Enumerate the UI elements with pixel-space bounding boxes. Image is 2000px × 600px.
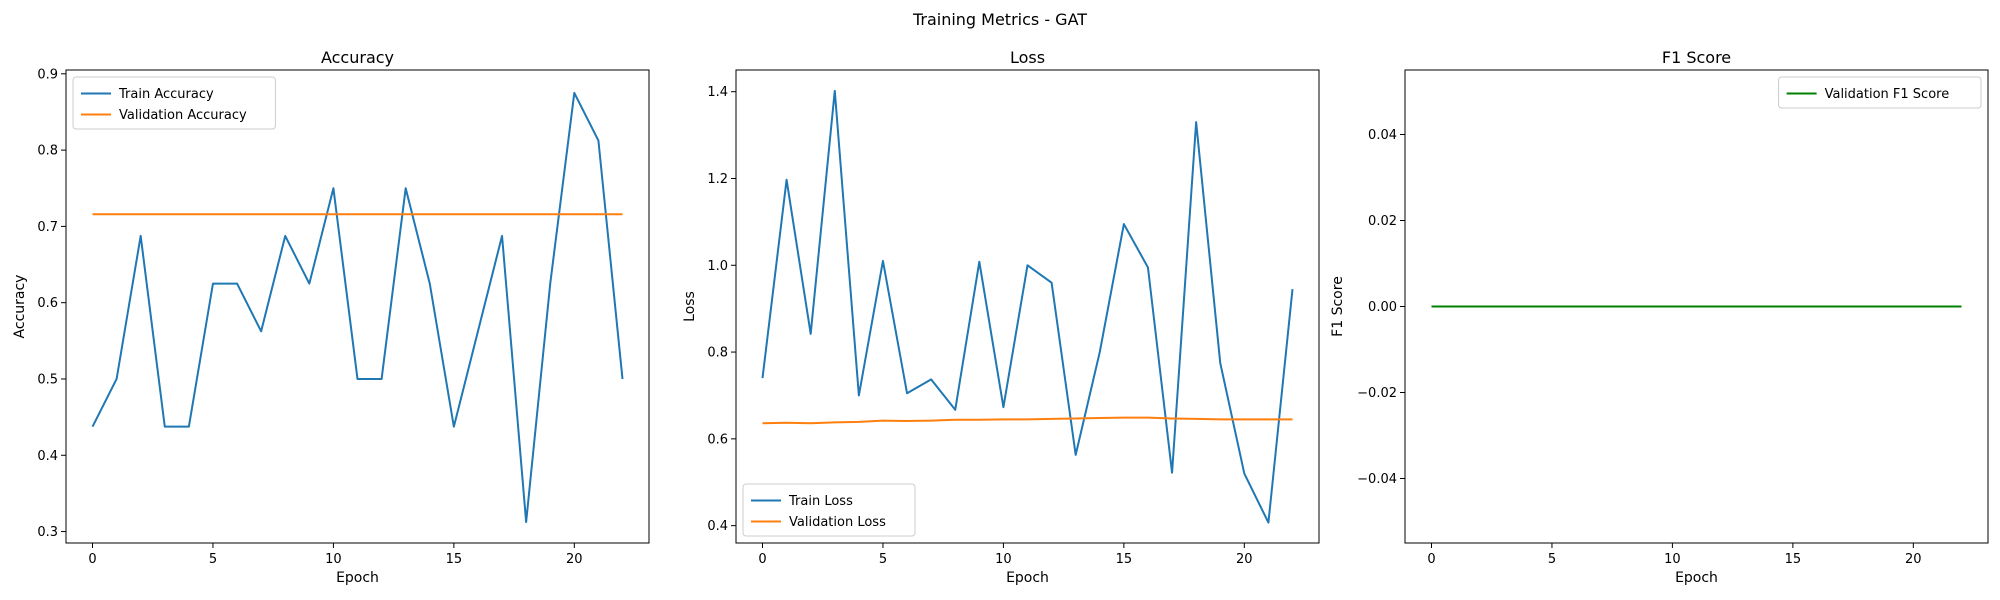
loss-legend-label: Validation Loss — [789, 515, 886, 530]
accuracy-y-tick-label: 0.7 — [37, 220, 58, 235]
f1-score-x-tick-label: 0 — [1427, 552, 1435, 567]
loss-y-axis-label: Loss — [682, 291, 698, 322]
loss-y-tick-label: 0.8 — [707, 346, 728, 361]
f1-score-legend-label: Validation F1 Score — [1825, 87, 1950, 102]
f1-score-y-tick-label: 0.02 — [1368, 214, 1397, 229]
accuracy-y-axis-label: Accuracy — [12, 275, 28, 339]
loss-panel: 0 5 10 15 20 0.4 0.6 0.8 1.0 1.2 1.4 Loss Epoch Loss T… — [682, 48, 1320, 586]
f1-score-y-tick-label: 0.04 — [1368, 128, 1397, 143]
accuracy-series-line-train-accuracy — [91, 91, 624, 524]
loss-y-tick-label: 0.6 — [707, 432, 728, 447]
accuracy-y-tick-label: 0.3 — [37, 525, 58, 540]
f1-score-panel: 0 5 10 15 20 −0.04 −0.02 0.00 0.02 0.04 F1 Score Ep… — [1330, 48, 1989, 586]
accuracy-y-tick-label: 0.4 — [37, 449, 58, 464]
accuracy-x-tick-label: 10 — [325, 552, 342, 567]
f1-score-chart-title: F1 Score — [1662, 48, 1731, 67]
f1-score-x-tick-label: 10 — [1664, 552, 1681, 567]
f1-score-x-tick-label: 20 — [1905, 552, 1922, 567]
f1-score-x-tick-label: 15 — [1785, 552, 1802, 567]
accuracy-legend: Train Accuracy Validation Accuracy — [72, 76, 276, 130]
f1-score-legend: Validation F1 Score — [1778, 76, 1982, 109]
accuracy-panel: 0 5 10 15 20 0.3 0.4 0.5 0.6 0.7 0.8 0.9 Accuracy Epo… — [12, 48, 650, 586]
accuracy-chart-title: Accuracy — [321, 48, 394, 67]
loss-x-tick-label: 10 — [995, 552, 1012, 567]
accuracy-x-tick-label: 0 — [88, 552, 96, 567]
loss-y-tick-label: 0.4 — [707, 519, 728, 534]
figure-title: Training Metrics - GAT — [912, 10, 1087, 29]
loss-axes-frame — [735, 69, 1320, 544]
accuracy-x-tick-label: 20 — [566, 552, 583, 567]
f1-score-y-axis-label: F1 Score — [1330, 276, 1346, 337]
accuracy-y-tick-label: 0.9 — [37, 67, 58, 82]
accuracy-axes-frame — [65, 69, 650, 544]
f1-score-y-tick-label: −0.04 — [1357, 472, 1397, 487]
accuracy-x-axis-label: Epoch — [336, 570, 379, 586]
loss-x-tick-label: 0 — [758, 552, 766, 567]
loss-x-tick-label: 20 — [1236, 552, 1253, 567]
loss-x-axis-label: Epoch — [1006, 570, 1049, 586]
loss-legend-label: Train Loss — [788, 494, 853, 509]
accuracy-legend-label: Validation Accuracy — [119, 108, 247, 123]
accuracy-legend-box — [72, 76, 276, 130]
f1-score-x-tick-label: 5 — [1548, 552, 1556, 567]
loss-series-line-validation-loss — [762, 416, 1293, 425]
loss-x-tick-label: 15 — [1116, 552, 1133, 567]
loss-x-tick-label: 5 — [879, 552, 887, 567]
accuracy-x-tick-label: 5 — [209, 552, 217, 567]
loss-y-tick-label: 1.4 — [707, 85, 728, 100]
loss-legend: Train Loss Validation Loss — [742, 483, 916, 537]
f1-score-x-axis-label: Epoch — [1675, 570, 1718, 586]
loss-series-line-train-loss — [761, 89, 1294, 524]
accuracy-y-tick-label: 0.8 — [37, 144, 58, 159]
accuracy-x-tick-label: 15 — [446, 552, 463, 567]
accuracy-y-tick-label: 0.6 — [37, 296, 58, 311]
loss-y-tick-label: 1.0 — [707, 259, 728, 274]
accuracy-legend-label: Train Accuracy — [118, 87, 214, 102]
f1-score-y-tick-label: 0.00 — [1368, 300, 1397, 315]
f1-score-legend-box — [1778, 76, 1982, 109]
f1-score-y-tick-label: −0.02 — [1357, 386, 1397, 401]
accuracy-y-tick-label: 0.5 — [37, 372, 58, 387]
loss-chart-title: Loss — [1010, 48, 1045, 67]
loss-legend-box — [742, 483, 916, 537]
loss-y-tick-label: 1.2 — [707, 172, 728, 187]
